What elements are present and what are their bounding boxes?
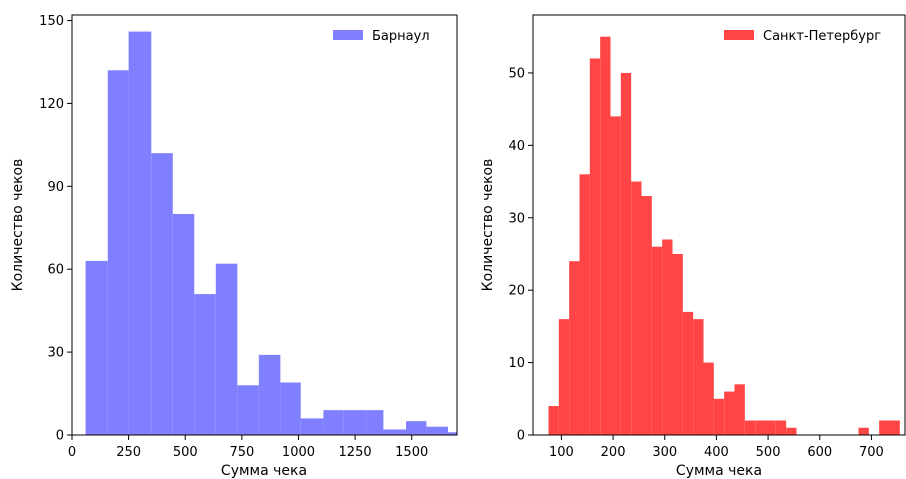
bar-spb-22 bbox=[775, 420, 787, 435]
y-tick-label-spb-50: 50 bbox=[508, 66, 525, 81]
x-tick-label-barnaul-750: 750 bbox=[229, 445, 254, 460]
x-tick-label-barnaul-1250: 1250 bbox=[339, 445, 372, 460]
bar-barnaul-7 bbox=[237, 385, 259, 435]
x-tick-label-spb-200: 200 bbox=[601, 445, 626, 460]
bar-barnaul-15 bbox=[406, 421, 427, 435]
bar-spb-24 bbox=[858, 427, 869, 435]
bar-spb-2 bbox=[569, 261, 580, 435]
bar-barnaul-3 bbox=[151, 153, 173, 435]
x-tick-label-barnaul-0: 0 bbox=[68, 445, 76, 460]
y-tick-label-spb-10: 10 bbox=[508, 356, 525, 371]
bar-barnaul-9 bbox=[280, 382, 301, 435]
bar-barnaul-16 bbox=[426, 426, 448, 435]
y-tick-label-barnaul-90: 90 bbox=[47, 180, 64, 195]
bar-spb-17 bbox=[724, 391, 735, 435]
legend-swatch-barnaul bbox=[333, 30, 363, 40]
bar-spb-19 bbox=[744, 420, 756, 435]
x-tick-label-barnaul-500: 500 bbox=[173, 445, 198, 460]
bar-spb-1 bbox=[558, 319, 570, 435]
chart-spb: 100 200 300 400 500 600 700 0 10 20 30 40 50 Сумма … bbox=[480, 14, 906, 479]
bar-spb-11 bbox=[662, 239, 673, 435]
y-tick-label-spb-40: 40 bbox=[508, 139, 525, 154]
x-tick-label-spb-300: 300 bbox=[652, 445, 677, 460]
y-tick-label-spb-0: 0 bbox=[517, 429, 525, 444]
bar-spb-20 bbox=[755, 420, 766, 435]
bar-spb-4 bbox=[589, 58, 601, 435]
x-tick-label-spb-400: 400 bbox=[704, 445, 729, 460]
bar-spb-10 bbox=[651, 246, 663, 435]
bar-spb-0 bbox=[548, 406, 559, 435]
y-tick-label-barnaul-60: 60 bbox=[47, 263, 64, 278]
bar-barnaul-13 bbox=[366, 410, 384, 435]
bar-barnaul-10 bbox=[300, 418, 324, 435]
y-axis-label-barnaul: Количество чеков bbox=[10, 159, 26, 292]
bar-spb-3 bbox=[579, 174, 590, 435]
bar-spb-25 bbox=[879, 420, 890, 435]
chart-barnaul: 0 250 500 750 1000 1250 1500 0 30 60 90 120 150 Сум… bbox=[10, 14, 458, 479]
bar-spb-6 bbox=[610, 116, 621, 435]
y-tick-label-barnaul-150: 150 bbox=[39, 14, 64, 29]
legend-label-barnaul: Барнаул bbox=[372, 29, 430, 44]
y-tick-label-barnaul-30: 30 bbox=[47, 346, 64, 361]
y-tick-label-spb-20: 20 bbox=[508, 284, 525, 299]
x-ticks-spb: 100 200 300 400 500 600 700 bbox=[549, 435, 884, 460]
bar-barnaul-14 bbox=[383, 429, 407, 435]
bar-barnaul-12 bbox=[343, 410, 367, 435]
y-tick-label-barnaul-120: 120 bbox=[39, 97, 64, 112]
y-ticks-spb: 0 10 20 30 40 50 bbox=[508, 66, 533, 444]
y-tick-label-barnaul-0: 0 bbox=[56, 429, 64, 444]
legend-swatch-spb bbox=[724, 30, 754, 40]
x-tick-label-barnaul-1500: 1500 bbox=[395, 445, 428, 460]
bar-barnaul-11 bbox=[323, 410, 344, 435]
bar-spb-14 bbox=[693, 319, 704, 435]
bar-spb-9 bbox=[641, 196, 652, 435]
x-axis-label-spb: Сумма чека bbox=[676, 463, 762, 479]
bar-barnaul-2 bbox=[128, 31, 152, 436]
bar-spb-15 bbox=[703, 362, 714, 435]
plot-frame-barnaul bbox=[71, 14, 458, 436]
bar-spb-13 bbox=[682, 311, 694, 435]
legend-barnaul: Барнаул bbox=[333, 29, 430, 44]
bar-barnaul-5 bbox=[194, 294, 216, 435]
x-tick-label-spb-100: 100 bbox=[549, 445, 574, 460]
bar-spb-16 bbox=[713, 398, 725, 435]
plot-frame-spb bbox=[532, 14, 906, 436]
bar-barnaul-4 bbox=[172, 213, 195, 435]
bar-barnaul-17 bbox=[447, 432, 457, 435]
x-axis-label-barnaul: Сумма чека bbox=[221, 463, 307, 479]
bar-barnaul-1 bbox=[107, 70, 129, 435]
x-tick-label-spb-700: 700 bbox=[859, 445, 884, 460]
bar-spb-8 bbox=[631, 181, 642, 435]
bar-spb-18 bbox=[734, 384, 745, 435]
x-tick-label-spb-600: 600 bbox=[807, 445, 832, 460]
bar-spb-12 bbox=[672, 253, 683, 435]
y-ticks-barnaul: 0 30 60 90 120 150 bbox=[39, 14, 72, 444]
x-tick-label-barnaul-1000: 1000 bbox=[282, 445, 315, 460]
bar-barnaul-8 bbox=[258, 354, 281, 435]
y-tick-label-spb-30: 30 bbox=[508, 211, 525, 226]
bars-spb bbox=[548, 36, 900, 436]
bar-barnaul-0 bbox=[85, 260, 108, 435]
bar-spb-5 bbox=[600, 36, 611, 435]
legend-spb: Санкт-Петербург bbox=[724, 29, 881, 44]
x-tick-label-barnaul-250: 250 bbox=[116, 445, 141, 460]
bar-spb-23 bbox=[786, 427, 797, 435]
bar-barnaul-6 bbox=[215, 263, 238, 435]
bar-spb-26 bbox=[889, 420, 900, 435]
x-tick-label-spb-500: 500 bbox=[756, 445, 781, 460]
bar-spb-21 bbox=[765, 420, 776, 435]
x-ticks-barnaul: 0 250 500 750 1000 1250 1500 bbox=[68, 435, 428, 460]
bars-barnaul bbox=[85, 31, 457, 436]
bar-spb-7 bbox=[620, 72, 632, 436]
y-axis-label-spb: Количество чеков bbox=[480, 159, 496, 292]
legend-label-spb: Санкт-Петербург bbox=[763, 29, 881, 44]
